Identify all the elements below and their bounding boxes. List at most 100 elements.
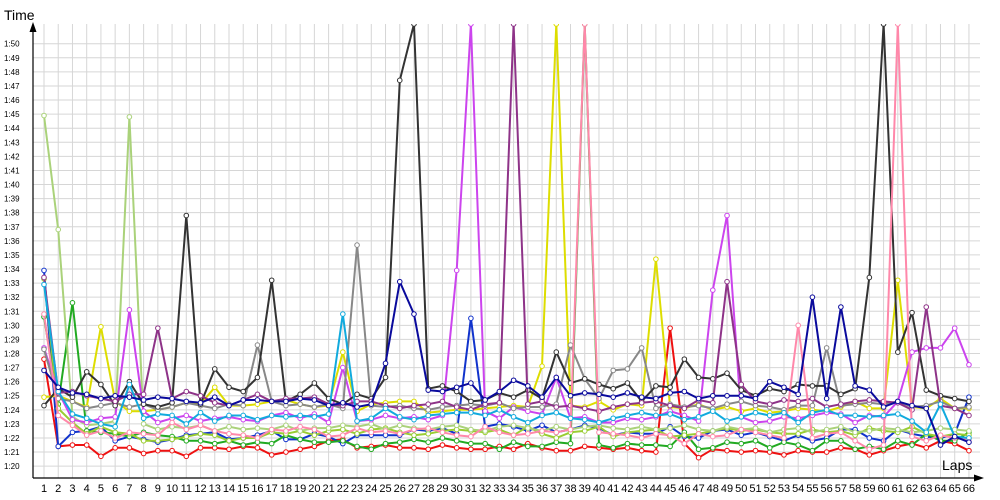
data-point xyxy=(852,412,858,419)
data-point xyxy=(226,412,232,419)
data-point xyxy=(69,422,76,429)
data-point xyxy=(553,404,560,410)
data-point xyxy=(83,432,90,438)
data-point xyxy=(581,405,588,412)
data-point xyxy=(653,256,659,262)
data-point xyxy=(126,429,133,436)
x-tick-label: 34 xyxy=(507,483,519,495)
data-point xyxy=(766,385,773,392)
data-point xyxy=(439,383,446,389)
x-tick-label: 58 xyxy=(849,483,861,495)
x-tick-label: 44 xyxy=(650,483,662,495)
data-point xyxy=(83,405,90,412)
data-point xyxy=(354,425,360,431)
data-point xyxy=(809,402,816,409)
data-point xyxy=(909,433,915,440)
data-point xyxy=(752,409,759,416)
data-point xyxy=(581,24,588,27)
data-point xyxy=(638,399,645,406)
data-point xyxy=(567,392,574,399)
data-point xyxy=(425,412,432,419)
data-point xyxy=(638,423,645,430)
x-tick-label: 21 xyxy=(322,483,334,495)
data-point xyxy=(283,398,289,405)
data-point xyxy=(895,411,901,417)
y-tick-label: 1:22 xyxy=(4,434,20,443)
x-tick-label: 20 xyxy=(308,483,320,495)
data-point xyxy=(283,414,289,420)
data-point xyxy=(155,325,161,331)
data-point xyxy=(667,443,673,450)
data-point xyxy=(951,405,958,412)
data-point xyxy=(453,384,460,391)
data-point xyxy=(724,432,730,438)
x-tick-label: 59 xyxy=(863,483,875,495)
data-point xyxy=(724,212,730,219)
data-point xyxy=(268,440,275,447)
x-tick-label: 30 xyxy=(451,483,463,495)
data-point xyxy=(710,445,716,451)
y-tick-label: 1:43 xyxy=(4,138,20,147)
data-point xyxy=(211,440,218,447)
data-point xyxy=(126,394,133,400)
data-point xyxy=(226,430,232,437)
x-tick-labels: 1 2 3 4 5 6 7 8 9 10 11 12 13 14 15 16 17 18 19 20 21 22 23 24 2… xyxy=(41,483,975,495)
x-tick-label: 60 xyxy=(877,483,889,495)
y-tick-label: 1:27 xyxy=(4,364,20,373)
data-point xyxy=(752,447,759,454)
x-tick-label: 27 xyxy=(408,483,420,495)
data-point xyxy=(240,426,247,433)
data-point xyxy=(539,404,545,410)
data-point xyxy=(923,304,930,310)
x-tick-label: 54 xyxy=(792,483,804,495)
data-point xyxy=(681,422,688,429)
data-point xyxy=(852,429,858,436)
x-axis-title: Laps xyxy=(942,457,972,473)
data-point xyxy=(909,309,915,316)
data-point xyxy=(624,426,631,433)
data-point xyxy=(809,447,816,454)
data-point xyxy=(695,414,702,420)
data-point xyxy=(112,398,118,405)
data-point xyxy=(795,322,801,329)
data-point xyxy=(510,446,517,453)
x-tick-label: 16 xyxy=(251,483,263,495)
data-point xyxy=(368,446,375,453)
data-point xyxy=(795,447,801,454)
data-point xyxy=(411,426,417,433)
x-tick-label: 33 xyxy=(493,483,505,495)
data-point xyxy=(169,419,175,426)
data-point xyxy=(724,370,730,377)
data-point xyxy=(496,399,503,406)
y-tick-label: 1:20 xyxy=(4,462,20,471)
data-point xyxy=(937,432,944,438)
data-point xyxy=(923,437,930,444)
data-point xyxy=(738,414,745,420)
data-point xyxy=(112,435,118,441)
data-point xyxy=(439,411,446,417)
x-tick-label: 65 xyxy=(949,483,961,495)
data-point xyxy=(937,345,944,351)
x-tick-label: 26 xyxy=(394,483,406,495)
data-point xyxy=(311,432,318,438)
data-point xyxy=(98,402,104,409)
data-point xyxy=(966,361,972,368)
data-point xyxy=(567,342,574,348)
data-point xyxy=(325,419,332,426)
x-tick-label: 49 xyxy=(721,483,733,495)
data-point xyxy=(240,442,247,448)
data-point xyxy=(510,377,517,384)
data-point xyxy=(396,278,403,285)
data-point xyxy=(809,383,816,389)
data-point xyxy=(325,411,332,417)
data-point xyxy=(112,445,118,451)
data-point xyxy=(425,446,432,453)
data-point xyxy=(453,267,460,274)
data-point xyxy=(510,422,517,429)
x-tick-label: 5 xyxy=(98,483,104,495)
data-point xyxy=(240,388,247,395)
data-point xyxy=(211,418,218,424)
series-12 xyxy=(41,281,972,441)
data-point xyxy=(653,430,659,437)
y-tick-label: 1:29 xyxy=(4,335,20,344)
